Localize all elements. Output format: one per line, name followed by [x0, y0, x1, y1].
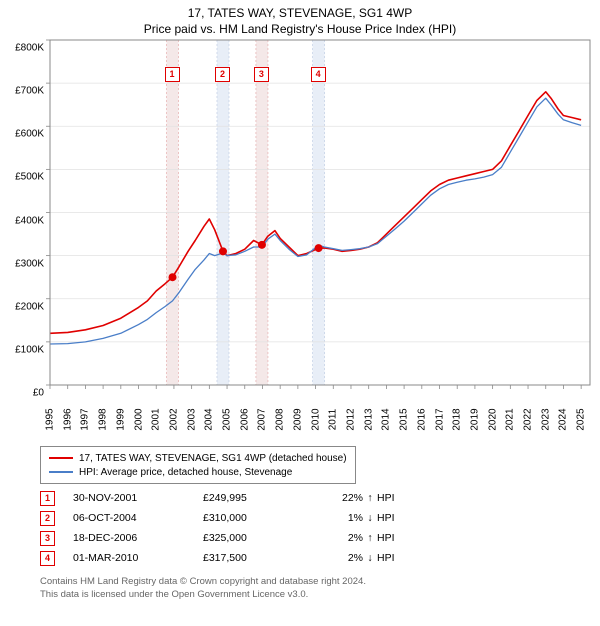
sale-row: 1 30-NOV-2001£249,99522%↑HPI: [40, 488, 417, 508]
sale-vs-label: HPI: [377, 492, 417, 504]
sale-marker-label: 2: [215, 67, 230, 82]
sale-pct: 1%: [313, 512, 363, 524]
x-tick-label: 2003: [186, 408, 197, 430]
x-tick-label: 1999: [115, 408, 126, 430]
legend-label: 17, TATES WAY, STEVENAGE, SG1 4WP (detac…: [79, 453, 347, 464]
x-tick-label: 2016: [416, 408, 427, 430]
plot-svg: [50, 40, 590, 385]
x-tick-label: 2022: [523, 408, 534, 430]
x-tick-label: 2005: [222, 408, 233, 430]
x-tick-label: 1997: [80, 408, 91, 430]
x-tick-label: 2015: [399, 408, 410, 430]
x-tick-label: 2019: [469, 408, 480, 430]
sale-date: 18-DEC-2006: [73, 532, 203, 544]
sale-index-box: 4: [40, 551, 55, 566]
x-tick-label: 2006: [239, 408, 250, 430]
x-tick-label: 2024: [558, 408, 569, 430]
y-tick-label: £400K: [15, 215, 44, 226]
sale-date: 06-OCT-2004: [73, 512, 203, 524]
y-tick-label: £0: [33, 388, 44, 399]
sale-vs-label: HPI: [377, 532, 417, 544]
sale-date: 30-NOV-2001: [73, 492, 203, 504]
sale-arrow-icon: ↑: [363, 492, 377, 504]
chart-title: 17, TATES WAY, STEVENAGE, SG1 4WP: [0, 6, 600, 20]
x-tick-label: 1995: [45, 408, 56, 430]
y-tick-label: £700K: [15, 86, 44, 97]
sale-date: 01-MAR-2010: [73, 552, 203, 564]
sale-row: 4 01-MAR-2010£317,5002%↓HPI: [40, 548, 417, 568]
legend-swatch: [49, 457, 73, 459]
legend-item: 17, TATES WAY, STEVENAGE, SG1 4WP (detac…: [49, 451, 347, 465]
x-tick-label: 2002: [168, 408, 179, 430]
sale-marker-label: 4: [311, 67, 326, 82]
legend-label: HPI: Average price, detached house, Stev…: [79, 467, 292, 478]
sale-marker-label: 3: [254, 67, 269, 82]
x-tick-label: 1996: [62, 408, 73, 430]
x-axis: 1995199619971998199920002001200220032004…: [50, 396, 590, 446]
legend-box: 17, TATES WAY, STEVENAGE, SG1 4WP (detac…: [40, 446, 356, 484]
chart-subtitle: Price paid vs. HM Land Registry's House …: [0, 22, 600, 36]
x-tick-label: 2017: [434, 408, 445, 430]
x-tick-label: 1998: [98, 408, 109, 430]
x-tick-label: 2021: [505, 408, 516, 430]
sale-index-box: 1: [40, 491, 55, 506]
sale-pct: 2%: [313, 532, 363, 544]
sale-table: 130-NOV-2001£249,99522%↑HPI206-OCT-2004£…: [40, 488, 417, 568]
sale-index-box: 2: [40, 511, 55, 526]
x-tick-label: 2000: [133, 408, 144, 430]
sale-price: £249,995: [203, 492, 313, 504]
x-tick-label: 2011: [328, 409, 339, 431]
sale-pct: 22%: [313, 492, 363, 504]
y-tick-label: £600K: [15, 129, 44, 140]
y-tick-label: £300K: [15, 258, 44, 269]
x-tick-label: 2014: [381, 408, 392, 430]
legend-swatch: [49, 471, 73, 473]
footnote: Contains HM Land Registry data © Crown c…: [40, 576, 366, 602]
sale-price: £310,000: [203, 512, 313, 524]
x-tick-label: 2013: [363, 408, 374, 430]
y-tick-label: £100K: [15, 344, 44, 355]
legend-item: HPI: Average price, detached house, Stev…: [49, 465, 347, 479]
x-tick-label: 2010: [310, 408, 321, 430]
x-tick-label: 2007: [257, 408, 268, 430]
x-tick-label: 2020: [487, 408, 498, 430]
y-tick-label: £200K: [15, 301, 44, 312]
x-tick-label: 2012: [345, 408, 356, 430]
sale-row: 2 06-OCT-2004£310,0001%↓HPI: [40, 508, 417, 528]
sale-arrow-icon: ↓: [363, 512, 377, 524]
sale-row: 3 18-DEC-2006£325,0002%↑HPI: [40, 528, 417, 548]
footnote-line2: This data is licensed under the Open Gov…: [40, 589, 366, 602]
sale-marker-label: 1: [165, 67, 180, 82]
x-tick-label: 2018: [452, 408, 463, 430]
footnote-line1: Contains HM Land Registry data © Crown c…: [40, 576, 366, 589]
sale-arrow-icon: ↑: [363, 532, 377, 544]
sale-vs-label: HPI: [377, 512, 417, 524]
sale-price: £317,500: [203, 552, 313, 564]
x-tick-label: 2009: [292, 408, 303, 430]
chart-area: 1 2 3 4: [50, 40, 590, 385]
x-tick-label: 2001: [151, 408, 162, 430]
page-container: 17, TATES WAY, STEVENAGE, SG1 4WP Price …: [0, 6, 600, 626]
sale-pct: 2%: [313, 552, 363, 564]
y-axis: £0£100K£200K£300K£400K£500K£600K£700K£80…: [0, 48, 48, 393]
sale-index-box: 3: [40, 531, 55, 546]
x-tick-label: 2023: [540, 408, 551, 430]
y-tick-label: £500K: [15, 172, 44, 183]
sale-vs-label: HPI: [377, 552, 417, 564]
sale-price: £325,000: [203, 532, 313, 544]
x-tick-label: 2025: [576, 408, 587, 430]
x-tick-label: 2004: [204, 408, 215, 430]
y-tick-label: £800K: [15, 43, 44, 54]
x-tick-label: 2008: [275, 408, 286, 430]
sale-arrow-icon: ↓: [363, 552, 377, 564]
